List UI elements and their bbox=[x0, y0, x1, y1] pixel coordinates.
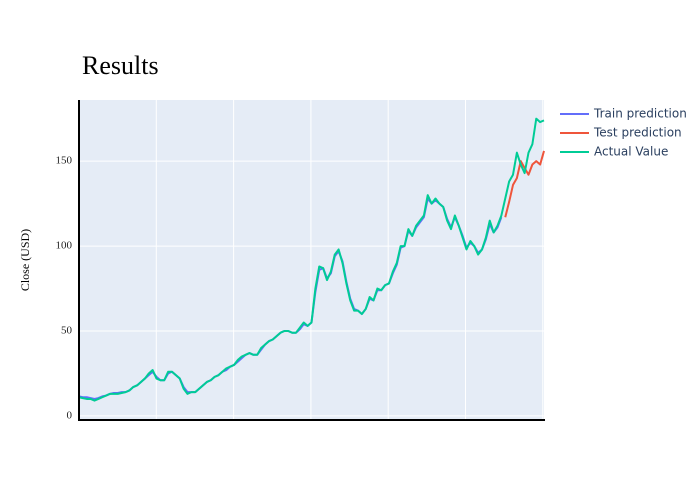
y-tick-label: 0 bbox=[67, 409, 73, 421]
legend-label: Test prediction bbox=[593, 126, 682, 140]
legend-label: Actual Value bbox=[594, 145, 668, 159]
series-line bbox=[78, 117, 545, 402]
chart-title: Results bbox=[82, 51, 159, 80]
y-tick-label: 100 bbox=[56, 240, 73, 252]
y-axis-label: Close (USD) bbox=[18, 229, 32, 291]
legend-label: Train prediction bbox=[593, 107, 687, 121]
y-tick-label: 50 bbox=[61, 325, 73, 337]
y-tick-label: 150 bbox=[56, 155, 73, 167]
plot-area bbox=[79, 100, 544, 420]
